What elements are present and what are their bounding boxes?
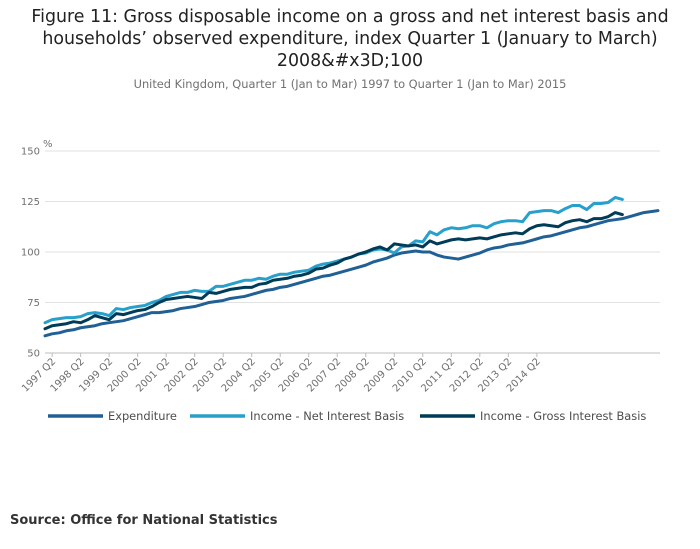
series-line-3: [43, 211, 624, 331]
chart-subtitle: United Kingdom, Quarter 1 (Jan to Mar) 1…: [133, 77, 567, 91]
y-tick-label: 75: [27, 298, 40, 309]
series-line-1: [43, 209, 660, 338]
y-tick-label: 150: [21, 147, 40, 158]
legend-label: Income - Gross Interest Basis: [480, 409, 646, 423]
y-tick-label: 125: [21, 197, 40, 208]
chart-title: Figure 11: Gross disposable income on a …: [31, 7, 669, 71]
series-lines: [43, 195, 660, 338]
y-tick-label: 50: [27, 349, 40, 360]
gridlines: [45, 150, 660, 354]
source-note: Source: Office for National Statistics: [10, 513, 278, 528]
legend-label: Income - Net Interest Basis: [250, 409, 404, 423]
y-tick-label: 100: [21, 248, 40, 259]
y-axis: 50 75 100 125 150: [21, 147, 40, 360]
series-line-2: [43, 195, 624, 325]
y-axis-unit-label: %: [43, 139, 53, 150]
legend-label: Expenditure: [108, 409, 177, 423]
legend: Expenditure Income - Net Interest Basis In…: [48, 409, 646, 423]
